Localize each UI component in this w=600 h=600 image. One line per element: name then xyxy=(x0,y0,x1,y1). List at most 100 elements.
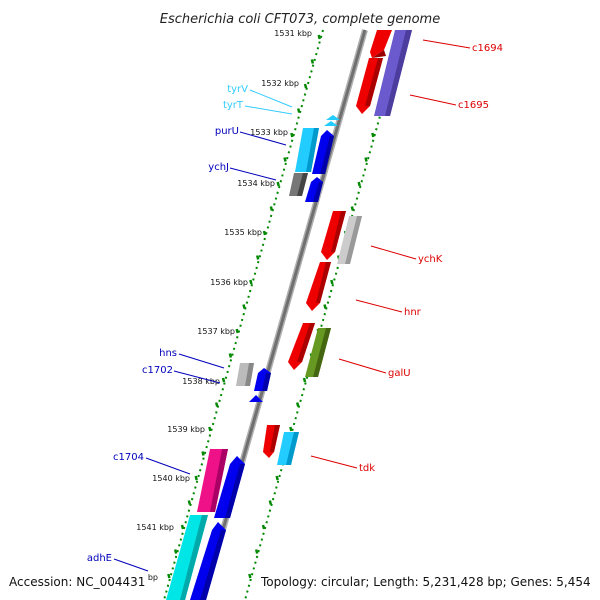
feature-tdk[interactable] xyxy=(263,425,280,458)
feature-tyrT[interactable] xyxy=(324,121,338,126)
dotted-line-2 xyxy=(244,29,405,600)
feature-c1695[interactable] xyxy=(356,58,383,114)
gene-label-galu[interactable]: galU xyxy=(388,368,411,379)
leader-line-hnr xyxy=(355,299,403,313)
feature-galU-green[interactable] xyxy=(305,328,331,377)
leader-line-c1694 xyxy=(422,39,471,49)
leader-line-tyrv xyxy=(249,89,293,108)
leader-line-c1702 xyxy=(173,370,221,384)
feature-hns-gray[interactable] xyxy=(236,363,254,386)
tick-label: 1531 kbp xyxy=(274,29,312,38)
feature-adhE[interactable] xyxy=(190,522,226,600)
dotted-line-dash xyxy=(268,500,273,505)
leader-line-hns xyxy=(178,353,225,369)
feature-galU[interactable] xyxy=(288,323,315,370)
dotted-line-dash xyxy=(295,402,300,407)
tick-label: 1540 kbp xyxy=(152,474,190,483)
dotted-line-dash xyxy=(364,157,368,162)
leader-line-galu xyxy=(338,358,387,374)
gene-label-c1695[interactable]: c1695 xyxy=(458,100,489,111)
dotted-line-dash xyxy=(276,181,280,187)
gene-label-ychj[interactable]: ychJ xyxy=(208,162,229,173)
gene-label-tdk[interactable]: tdk xyxy=(359,463,375,474)
feature-c1704[interactable] xyxy=(214,456,245,518)
dotted-line-dash xyxy=(201,451,205,456)
tick-label: 1541 kbp xyxy=(136,523,174,532)
feature-ychK-gray[interactable] xyxy=(337,216,362,264)
leader-line-tyrt xyxy=(244,105,293,115)
leader-line-puru xyxy=(239,131,287,146)
tick-label: 1539 kbp xyxy=(167,425,205,434)
dotted-line-dash xyxy=(180,524,185,530)
gene-label-c1704[interactable]: c1704 xyxy=(113,452,144,463)
dotted-line-dash xyxy=(323,304,327,309)
dotted-line-dash xyxy=(208,426,212,432)
tick-label: 1535 kbp xyxy=(224,228,262,237)
feature-purple-bar[interactable] xyxy=(374,30,412,116)
gene-label-ychk[interactable]: ychK xyxy=(418,254,443,265)
feature-purU-cyan[interactable] xyxy=(295,128,319,172)
dotted-line-dash xyxy=(275,475,279,481)
dotted-line-dash xyxy=(296,108,301,113)
feature-adhE-cyan[interactable] xyxy=(166,515,208,600)
leader-line-tdk xyxy=(310,455,358,469)
gene-labels: c1694 c1695 tyrV tyrT purU ychJ ychK hnr galU hns… xyxy=(87,39,503,572)
dotted-line-dash xyxy=(350,206,355,211)
tick-label: 1536 kbp xyxy=(210,278,248,287)
dotted-line-dash xyxy=(303,83,308,89)
gene-label-tyrv[interactable]: tyrV xyxy=(227,84,248,95)
tick-label: 1533 kbp xyxy=(250,128,288,137)
gene-label-hns[interactable]: hns xyxy=(159,348,177,359)
topology-bg xyxy=(258,572,600,590)
dotted-line-dash xyxy=(255,255,260,260)
dotted-line-dash xyxy=(269,206,274,211)
accession-text: Accession: NC_004431 xyxy=(9,575,145,589)
tick-label: 1538 kbp xyxy=(182,377,220,386)
map-title: Escherichia coli CFT073, complete genome xyxy=(160,12,440,27)
feature-ychJ-gray[interactable] xyxy=(289,173,308,196)
leader-line-ychj xyxy=(229,167,277,181)
leader-line-adhe xyxy=(113,558,149,572)
dotted-line-dash xyxy=(254,549,259,554)
dotted-line-dash xyxy=(167,573,171,579)
dotted-line-dash xyxy=(371,132,375,138)
dotted-line-dash xyxy=(262,230,267,236)
gene-features xyxy=(166,30,412,600)
feature-c1702[interactable] xyxy=(249,395,263,402)
feature-ychK[interactable] xyxy=(321,211,346,260)
gene-label-adhe[interactable]: adhE xyxy=(87,553,112,564)
feature-ychJ[interactable] xyxy=(305,177,323,202)
dotted-line-dash xyxy=(317,34,321,40)
feature-tyrV[interactable] xyxy=(326,115,340,120)
dotted-line-dash xyxy=(330,279,334,285)
tick-label: 1537 kbp xyxy=(197,327,235,336)
dotted-line-dash xyxy=(261,524,266,530)
dotted-line-dash xyxy=(289,426,293,432)
feature-purU[interactable] xyxy=(312,130,334,174)
dotted-line-dash xyxy=(290,132,294,138)
gene-label-puru[interactable]: purU xyxy=(215,126,239,137)
feature-c1704-pink[interactable] xyxy=(197,449,228,512)
tick-label: 1534 kbp xyxy=(237,179,275,188)
dotted-line-dash xyxy=(187,500,192,505)
feature-tdk-cyan[interactable] xyxy=(277,432,299,465)
tick-label: bp xyxy=(148,573,158,582)
feature-c1694[interactable] xyxy=(370,30,392,58)
dotted-line-dash xyxy=(221,377,226,383)
gene-label-c1694[interactable]: c1694 xyxy=(472,43,503,54)
feature-hns[interactable] xyxy=(254,368,271,391)
leader-line-c1704 xyxy=(145,457,191,475)
dotted-line-dash xyxy=(302,377,307,383)
feature-hnr[interactable] xyxy=(306,262,331,311)
dotted-line-dash xyxy=(310,59,315,64)
gene-label-tyrt[interactable]: tyrT xyxy=(223,100,244,111)
leader-line-c1695 xyxy=(409,94,457,106)
gene-label-hnr[interactable]: hnr xyxy=(404,307,422,318)
gene-label-c1702[interactable]: c1702 xyxy=(142,365,173,376)
dotted-line-dash xyxy=(214,402,219,407)
dotted-line-dash xyxy=(242,304,246,309)
dotted-line-dash xyxy=(283,157,287,162)
dotted-line-dash xyxy=(357,181,361,187)
tick-label: 1532 kbp xyxy=(261,79,299,88)
